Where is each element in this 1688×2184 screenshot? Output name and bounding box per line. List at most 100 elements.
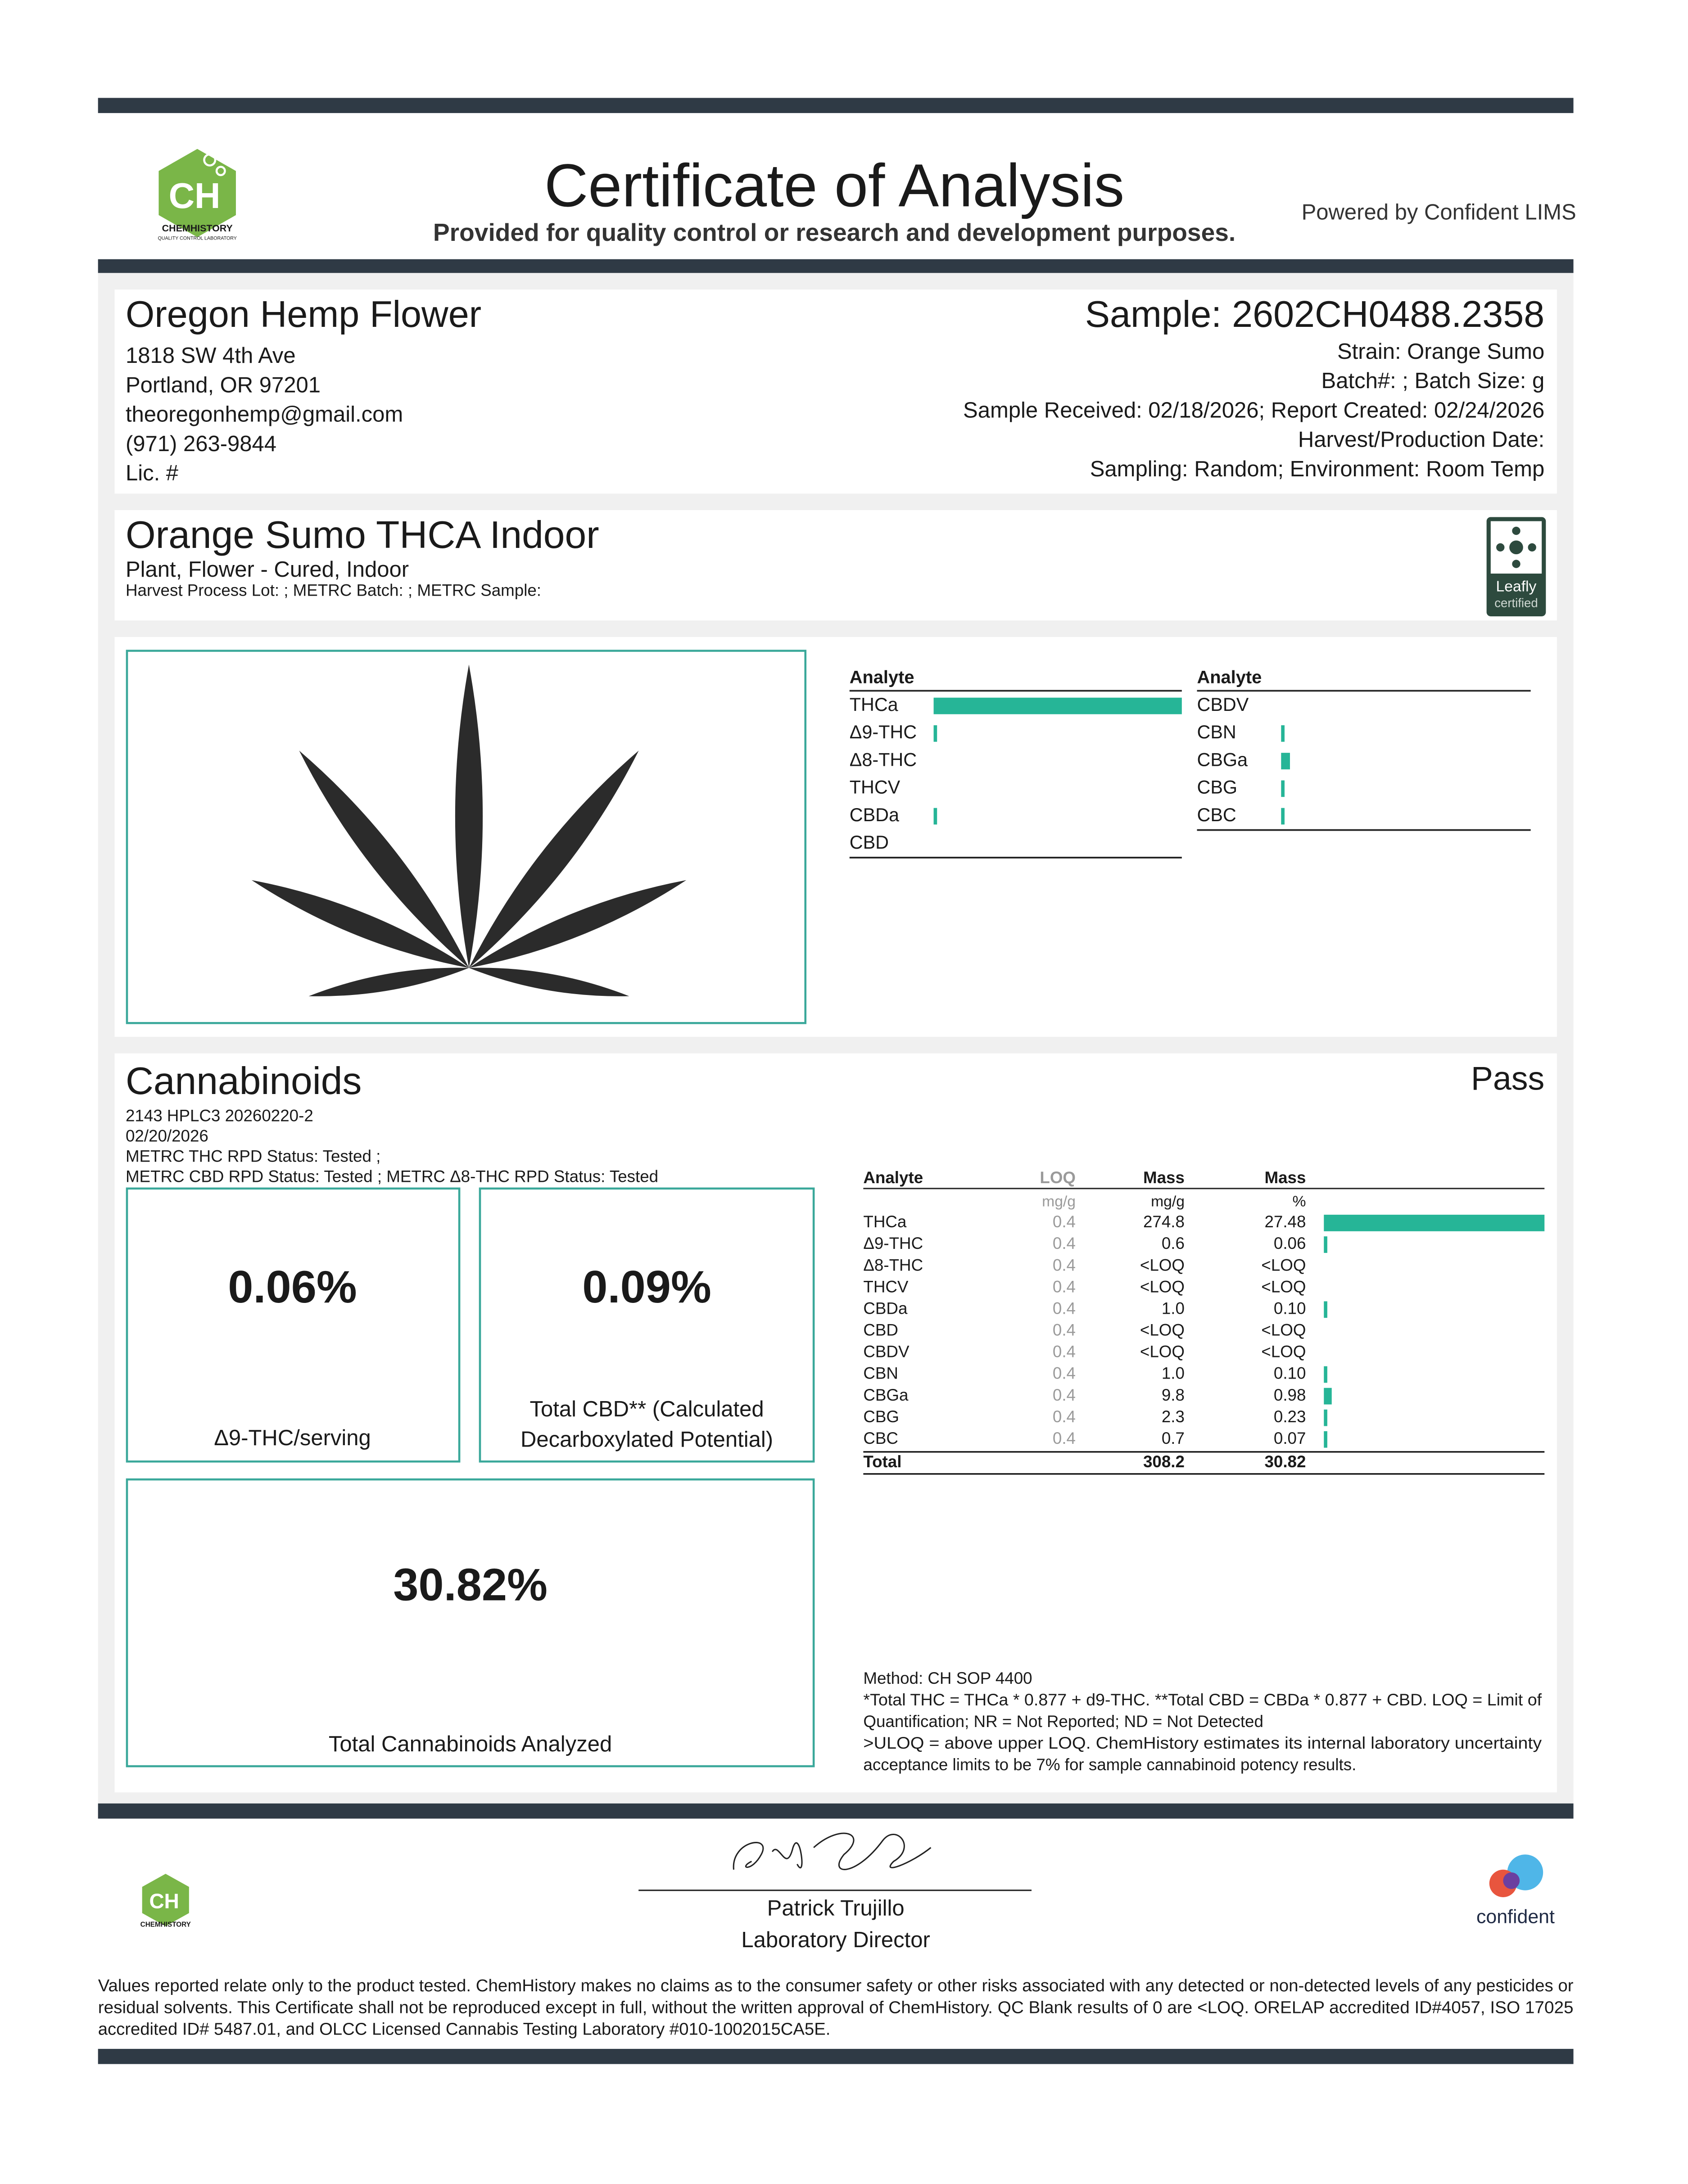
logo-tagline: QUALITY CONTROL LABORATORY (158, 236, 236, 241)
badge-icon (1509, 540, 1523, 555)
leaflet (469, 968, 629, 996)
confident-logo: confident (1476, 1854, 1555, 1927)
result-bar (1324, 1236, 1327, 1253)
leaflet (469, 880, 687, 968)
result-bar (1324, 1215, 1545, 1231)
leaflet (455, 665, 483, 968)
mini-bar (1281, 753, 1290, 769)
cell: 1.0 (1162, 1299, 1185, 1317)
results-table: Analyte LOQ Mass Mass mg/g mg/g % THCa 0.4 274.8 2… (863, 1168, 1545, 1475)
cell: 0.4 (1053, 1364, 1076, 1383)
note-line: acceptance limits to be 7% for sample ca… (863, 1755, 1356, 1774)
product-lots: Harvest Process Lot: ; METRC Batch: ; ME… (126, 581, 541, 600)
cell: 0.4 (1053, 1321, 1076, 1339)
table-header: Mass (1143, 1168, 1185, 1187)
analyte-name: CBGa (1197, 749, 1248, 770)
sample-line: Sampling: Random; Environment: Room Temp (1090, 457, 1545, 481)
badge-icon (1496, 543, 1505, 552)
cell: 0.4 (1053, 1277, 1076, 1296)
logo-hexagon (142, 1873, 189, 1926)
cell: 0.4 (1053, 1343, 1076, 1361)
badge-icon (1512, 526, 1521, 535)
mini-bar (1281, 780, 1285, 797)
title: Certificate of Analysis (544, 151, 1124, 219)
cell: 1.0 (1162, 1364, 1185, 1383)
summary-label: Decarboxylated Potential) (520, 1427, 773, 1451)
client-line: Lic. # (126, 461, 179, 485)
cell: 2.3 (1162, 1407, 1185, 1426)
header-bar (98, 259, 1574, 273)
leafly-badge: Leafly certified (1486, 517, 1546, 616)
logo-name: CHEMHISTORY (162, 223, 233, 234)
analyte-name: Δ9-THC (850, 722, 917, 742)
chart-header: Analyte (1197, 667, 1262, 687)
analyte-name: CBC (1197, 805, 1236, 825)
top-bar (98, 98, 1574, 113)
result-bar (1324, 1366, 1327, 1383)
analyte-name: CBC (863, 1429, 898, 1447)
sample-info: Strain: Orange Sumo Batch#: ; Batch Size:… (963, 339, 1544, 481)
cell: 0.4 (1053, 1212, 1076, 1231)
disclaimer-line: Values reported relate only to the produ… (98, 1976, 1574, 1995)
cell: 0.98 (1274, 1386, 1306, 1404)
chemhistory-logo: CH CHEMHISTORY QUALITY CONTROL LABORATOR… (158, 149, 237, 241)
client-line: Portland, OR 97201 (126, 373, 321, 397)
sample-line: Strain: Orange Sumo (1337, 339, 1544, 364)
result-bar (1324, 1431, 1327, 1448)
bottom-bar (98, 2048, 1574, 2064)
product-type: Plant, Flower - Cured, Indoor (126, 557, 409, 582)
powered-by: Powered by Confident LIMS (1302, 200, 1576, 225)
total-cell: 30.82 (1264, 1452, 1306, 1471)
disclaimer: Values reported relate only to the produ… (98, 1976, 1574, 2039)
signer-role: Laboratory Director (741, 1928, 930, 1952)
sample-line: Harvest/Production Date: (1298, 428, 1544, 452)
cell: 0.23 (1274, 1407, 1306, 1426)
summary-box (126, 1187, 461, 1463)
analyte-name: CBDV (863, 1343, 910, 1361)
cell: <LOQ (1140, 1321, 1185, 1339)
cell: <LOQ (1261, 1277, 1306, 1296)
client-line: (971) 263-9844 (126, 432, 276, 456)
cell: 9.8 (1162, 1386, 1185, 1404)
summary-box (479, 1187, 815, 1463)
logo-atom (203, 153, 217, 167)
analyte-name: Δ8-THC (850, 749, 917, 770)
cell: 0.10 (1274, 1364, 1306, 1383)
note-line: Quantification; NR = Not Reported; ND = … (863, 1712, 1263, 1731)
logo-name: CHEMHISTORY (140, 1921, 191, 1928)
subtitle: Provided for quality control or research… (433, 218, 1235, 246)
total-cell: 308.2 (1143, 1452, 1185, 1471)
total-cell: Total (863, 1452, 901, 1471)
logo-circle (1503, 1872, 1520, 1889)
panel (114, 510, 1557, 621)
mini-chart: Analyte THCa Δ9-THC Δ8-THC THCV CBDa CBD Analyt… (849, 667, 1531, 859)
method-notes: Method: CH SOP 4400 *Total THC = THCa * 0… (863, 1669, 1542, 1774)
client-info: 1818 SW 4th Ave Portland, OR 97201 theoreg… (126, 344, 403, 485)
analyte-name: Δ9-THC (863, 1234, 923, 1253)
result-bar (1324, 1409, 1327, 1426)
summary-value: 30.82% (393, 1560, 548, 1610)
info-line: METRC CBD RPD Status: Tested ; METRC Δ8-… (126, 1167, 658, 1185)
client-name: Oregon Hemp Flower (126, 293, 481, 335)
badge-caption: certified (1494, 596, 1538, 610)
cell: <LOQ (1140, 1277, 1185, 1296)
analyte-name: Δ8-THC (863, 1256, 923, 1274)
cell: 0.4 (1053, 1234, 1076, 1253)
sample-line: Batch#: ; Batch Size: g (1321, 369, 1545, 393)
cell: <LOQ (1261, 1256, 1306, 1274)
cell: 0.6 (1162, 1234, 1185, 1253)
cell: 0.4 (1053, 1256, 1076, 1274)
chart-header: Analyte (850, 667, 914, 687)
panel (114, 1053, 1557, 1793)
status: Pass (1471, 1059, 1544, 1097)
cell: 274.8 (1143, 1212, 1185, 1231)
cell: <LOQ (1140, 1343, 1185, 1361)
note-line: Method: CH SOP 4400 (863, 1669, 1032, 1687)
sample-id: Sample: 2602CH0488.2358 (1085, 293, 1544, 335)
cell: 0.07 (1274, 1429, 1306, 1447)
cell: 0.7 (1162, 1429, 1185, 1447)
leaflet (299, 751, 469, 968)
logo-mark: CH (169, 176, 221, 216)
analyte-name: THCa (863, 1212, 907, 1231)
